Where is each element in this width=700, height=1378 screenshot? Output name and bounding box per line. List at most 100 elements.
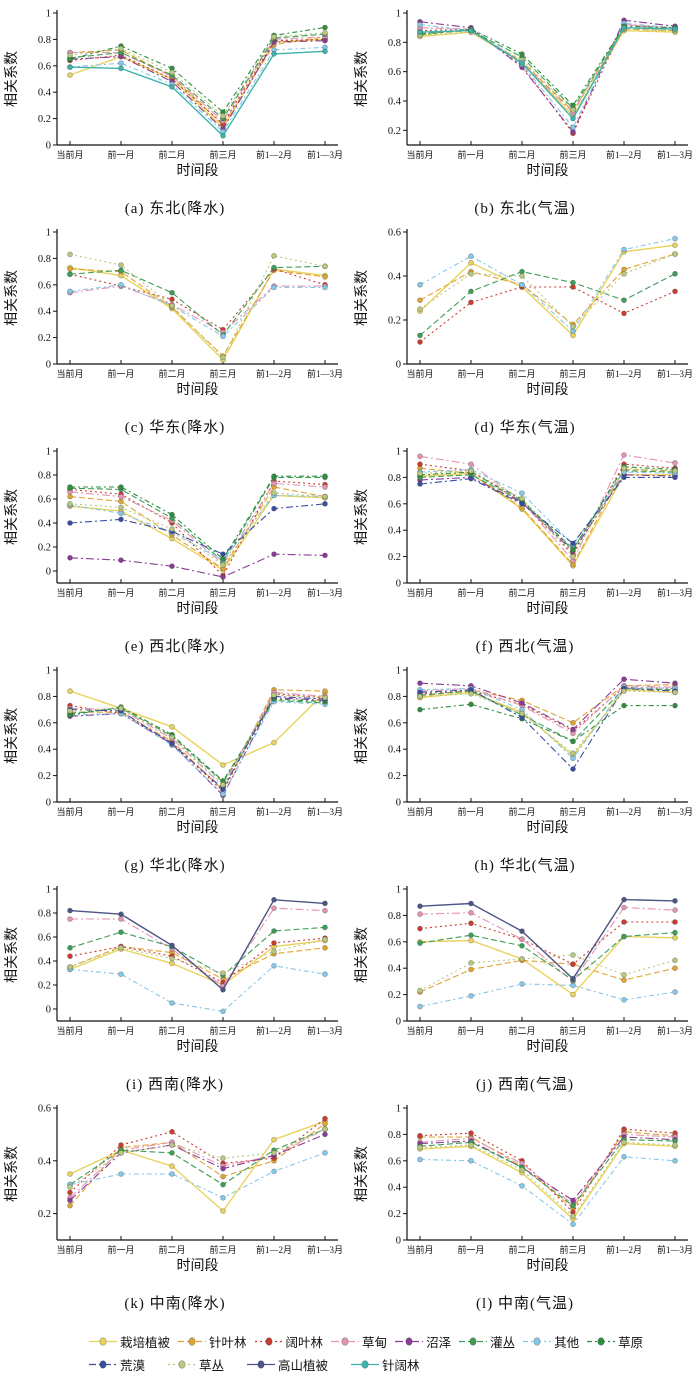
data-point-cultivated-vegetation xyxy=(271,1136,277,1143)
series-line-grass-cluster xyxy=(69,492,326,566)
x-tick-label: 前1—2月 xyxy=(256,806,292,817)
x-axis-label: 时间段 xyxy=(527,820,569,836)
y-axis-label: 相关系数 xyxy=(354,927,370,983)
data-point-steppe xyxy=(672,702,678,709)
data-point-coniferous-forest xyxy=(621,977,627,983)
x-tick-label: 前1—2月 xyxy=(256,587,292,598)
data-point-broadleaf-forest xyxy=(118,1142,124,1148)
x-tick-label: 前一月 xyxy=(457,587,484,598)
y-tick-label: 0.4 xyxy=(38,307,52,318)
data-point-cultivated-vegetation xyxy=(220,1208,226,1214)
data-point-other xyxy=(519,281,525,288)
data-point-other xyxy=(621,246,627,253)
x-tick-label: 前一月 xyxy=(457,806,484,817)
data-point-alpine-vegetation xyxy=(621,896,627,903)
chart-caption-k: (k) 中南(降水) xyxy=(124,1296,226,1312)
data-point-swamp xyxy=(67,555,73,561)
y-axis-label: 相关系数 xyxy=(354,270,370,326)
data-point-shrubland xyxy=(220,1181,226,1188)
y-tick-label: 0.6 xyxy=(38,933,51,944)
y-tick-label: 0.8 xyxy=(38,471,51,482)
series-line-meadow xyxy=(419,1133,676,1206)
x-tick-label: 前二月 xyxy=(508,806,535,817)
data-point-desert xyxy=(570,540,576,547)
data-point-grass-cluster xyxy=(220,354,226,361)
series-line-other xyxy=(69,494,326,561)
series-line-shrubland xyxy=(419,1139,676,1207)
data-point-swamp xyxy=(118,557,124,563)
legend-label-other: 其他 xyxy=(554,1336,580,1350)
series-line-broadleaf-forest xyxy=(419,463,676,555)
y-tick-label: 1 xyxy=(46,666,51,677)
series-line-cultivated-vegetation xyxy=(419,689,676,757)
plot-g: 0 0.2 0.4 0.6 0.8 1 当前月 前一月 前二月 前三月 前1—2月 前1—3月 相关系数… xyxy=(4,666,343,837)
x-tick-label: 前1—3月 xyxy=(307,368,343,379)
series-line-cultivated-vegetation xyxy=(69,38,326,129)
series-line-shrubland xyxy=(419,27,676,110)
x-tick-label: 前三月 xyxy=(559,1244,586,1255)
chart-caption-l: (l) 中南(气温) xyxy=(476,1296,574,1312)
data-point-meadow xyxy=(519,936,525,943)
x-tick-label: 当前月 xyxy=(406,806,433,817)
series-line-coniferous-forest xyxy=(69,36,326,127)
x-tick-label: 当前月 xyxy=(56,1244,83,1255)
data-point-other xyxy=(220,791,226,797)
y-axis-label: 相关系数 xyxy=(4,489,20,545)
data-point-grass-cluster xyxy=(621,688,627,694)
series-line-cultivated-vegetation xyxy=(419,29,676,117)
x-tick-label: 前二月 xyxy=(158,368,185,379)
series-line-other xyxy=(69,46,326,133)
series-line-meadow xyxy=(70,907,326,987)
data-point-grass-cluster xyxy=(570,750,576,756)
series-line-grass-cluster xyxy=(419,28,676,111)
swamp-marker-icon xyxy=(395,1337,424,1346)
series-line-shrubland xyxy=(69,926,326,977)
y-tick-label: 0.6 xyxy=(38,61,51,72)
data-point-coniferous-forest xyxy=(322,1120,328,1127)
data-point-broadleaf-forest xyxy=(417,1132,423,1139)
data-point-meadow xyxy=(271,905,277,912)
series-line-swamp xyxy=(419,678,676,731)
data-point-other xyxy=(271,963,277,969)
data-point-other xyxy=(468,1157,474,1164)
x-tick-label: 前1—3月 xyxy=(307,1244,343,1255)
data-point-grass-cluster xyxy=(220,1155,226,1162)
data-point-broadleaf-forest xyxy=(417,925,423,932)
x-tick-label: 前1—2月 xyxy=(256,1025,292,1036)
data-point-mixed-forest xyxy=(271,51,277,57)
series-line-meadow xyxy=(69,482,326,565)
legend-label-mixed-forest: 针阔林 xyxy=(382,1359,420,1373)
data-point-other xyxy=(118,971,124,977)
data-point-grass-cluster xyxy=(271,33,277,40)
y-axis-label: 相关系数 xyxy=(4,270,20,326)
series-line-broadleaf-forest xyxy=(69,693,326,793)
data-point-steppe xyxy=(322,473,328,480)
data-point-grass-cluster xyxy=(570,323,576,330)
series-line-alpine-vegetation xyxy=(69,899,326,991)
data-point-steppe xyxy=(417,706,423,713)
data-point-grass-cluster xyxy=(672,467,678,474)
y-axis-label: 相关系数 xyxy=(354,708,370,764)
data-point-grass-cluster xyxy=(118,945,124,951)
steppe-marker-icon xyxy=(587,1337,616,1346)
data-point-grass-cluster xyxy=(118,262,124,268)
y-tick-label: 1 xyxy=(396,885,401,896)
legend-item-swamp: 沼泽 xyxy=(394,1332,451,1351)
meadow-marker-icon xyxy=(331,1337,360,1346)
data-point-other xyxy=(519,490,525,497)
data-point-other xyxy=(118,281,124,288)
plot-i: 0 0.2 0.4 0.6 0.8 1 当前月 前一月 前二月 前三月 前1—2月 前1—3月 相关系数… xyxy=(4,885,343,1056)
data-point-mixed-forest xyxy=(570,115,576,122)
legend-item-broadleaf-forest: 阔叶林 xyxy=(254,1332,323,1351)
chart-b: 0.2 0.4 0.6 0.8 1 当前月 前一月 前二月 前三月 前1—2月 前1—3月 相关系数时… xyxy=(350,4,700,223)
series-line-broadleaf-forest xyxy=(69,268,326,331)
x-tick-label: 前1—3月 xyxy=(657,806,693,817)
chart-h: 0 0.2 0.4 0.6 0.8 1 当前月 前一月 前二月 前三月 前1—2月 前1—3月 相关系数… xyxy=(350,661,700,880)
series-line-other xyxy=(69,284,325,337)
data-point-cultivated-vegetation xyxy=(672,242,678,249)
y-axis-label: 相关系数 xyxy=(4,708,20,764)
series-line-swamp xyxy=(419,1136,676,1202)
y-tick-label: 0 xyxy=(396,579,401,590)
series-line-cultivated-vegetation xyxy=(69,266,326,362)
data-point-swamp xyxy=(519,700,525,706)
